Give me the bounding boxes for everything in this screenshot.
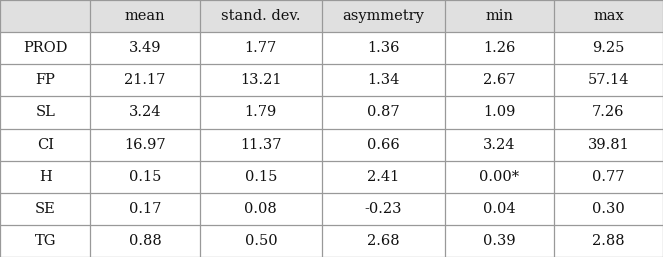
Text: 0.08: 0.08 bbox=[245, 202, 277, 216]
Bar bbox=[0, 96, 663, 128]
Text: max: max bbox=[593, 9, 624, 23]
Text: 0.15: 0.15 bbox=[129, 170, 161, 184]
Text: 9.25: 9.25 bbox=[592, 41, 625, 55]
Text: 3.24: 3.24 bbox=[483, 137, 516, 152]
Text: 2.41: 2.41 bbox=[367, 170, 400, 184]
Text: 57.14: 57.14 bbox=[587, 73, 629, 87]
Text: TG: TG bbox=[34, 234, 56, 248]
Text: CI: CI bbox=[36, 137, 54, 152]
Bar bbox=[0, 128, 663, 161]
Text: 39.81: 39.81 bbox=[587, 137, 629, 152]
Bar bbox=[200, 0, 322, 32]
Text: 1.77: 1.77 bbox=[245, 41, 277, 55]
Text: 0.88: 0.88 bbox=[129, 234, 161, 248]
Bar bbox=[0, 32, 663, 64]
Text: 1.79: 1.79 bbox=[245, 105, 277, 120]
Text: 1.34: 1.34 bbox=[367, 73, 400, 87]
Text: 16.97: 16.97 bbox=[124, 137, 166, 152]
Text: mean: mean bbox=[125, 9, 165, 23]
Text: asymmetry: asymmetry bbox=[343, 9, 424, 23]
Text: 0.00*: 0.00* bbox=[479, 170, 519, 184]
Text: SE: SE bbox=[35, 202, 56, 216]
Text: 11.37: 11.37 bbox=[240, 137, 282, 152]
Text: min: min bbox=[485, 9, 513, 23]
Text: 7.26: 7.26 bbox=[592, 105, 625, 120]
Text: 0.50: 0.50 bbox=[245, 234, 277, 248]
Bar bbox=[0, 64, 663, 96]
Text: 0.17: 0.17 bbox=[129, 202, 161, 216]
Text: 2.68: 2.68 bbox=[367, 234, 400, 248]
Text: 13.21: 13.21 bbox=[240, 73, 282, 87]
Text: 1.09: 1.09 bbox=[483, 105, 515, 120]
Bar bbox=[0, 193, 663, 225]
Text: SL: SL bbox=[35, 105, 55, 120]
Text: stand. dev.: stand. dev. bbox=[221, 9, 300, 23]
Text: 3.49: 3.49 bbox=[129, 41, 161, 55]
Bar bbox=[554, 0, 663, 32]
Text: 0.77: 0.77 bbox=[592, 170, 625, 184]
Text: 0.30: 0.30 bbox=[592, 202, 625, 216]
Text: 1.26: 1.26 bbox=[483, 41, 515, 55]
Bar bbox=[90, 0, 200, 32]
Text: 21.17: 21.17 bbox=[124, 73, 166, 87]
Bar bbox=[0, 161, 663, 193]
Text: H: H bbox=[39, 170, 52, 184]
Bar bbox=[0, 225, 663, 257]
Text: PROD: PROD bbox=[23, 41, 68, 55]
Text: 0.39: 0.39 bbox=[483, 234, 516, 248]
Text: 2.67: 2.67 bbox=[483, 73, 516, 87]
Text: 0.15: 0.15 bbox=[245, 170, 277, 184]
Text: 1.36: 1.36 bbox=[367, 41, 400, 55]
Bar bbox=[322, 0, 445, 32]
Text: 3.24: 3.24 bbox=[129, 105, 161, 120]
Text: 0.87: 0.87 bbox=[367, 105, 400, 120]
Text: 0.04: 0.04 bbox=[483, 202, 516, 216]
Text: FP: FP bbox=[35, 73, 55, 87]
Text: 2.88: 2.88 bbox=[592, 234, 625, 248]
Text: -0.23: -0.23 bbox=[365, 202, 402, 216]
Bar bbox=[445, 0, 554, 32]
Bar bbox=[0, 0, 90, 32]
Text: 0.66: 0.66 bbox=[367, 137, 400, 152]
